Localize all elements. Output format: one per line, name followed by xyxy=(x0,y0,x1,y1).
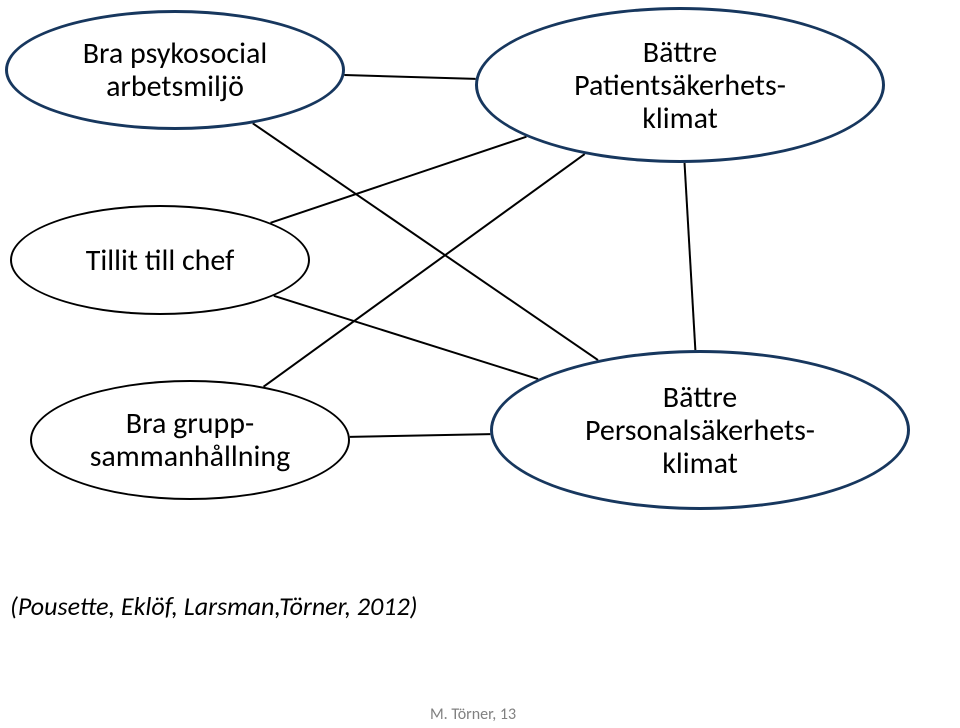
node-n2: Tillit till chef xyxy=(10,205,310,315)
node-n3: Bra grupp-sammanhållning xyxy=(30,380,350,500)
footer-text: M. Törner, 13 xyxy=(430,705,516,724)
edge-n1-n5 xyxy=(253,123,598,360)
node-label: BättrePatientsäkerhets-klimat xyxy=(574,36,786,135)
node-label: BättrePersonalsäkerhets-klimat xyxy=(585,381,815,480)
node-n5: BättrePersonalsäkerhets-klimat xyxy=(490,350,910,510)
edge-n1-n4 xyxy=(344,75,475,79)
edge-n3-n5 xyxy=(350,434,490,437)
node-n1: Bra psykosocialarbetsmiljö xyxy=(5,10,345,130)
node-n4: BättrePatientsäkerhets-klimat xyxy=(475,7,885,163)
citation-text: (Pousette, Eklöf, Larsman,Törner, 2012) xyxy=(10,590,418,622)
node-label: Bra psykosocialarbetsmiljö xyxy=(83,37,268,103)
edge-n3-n4 xyxy=(264,154,585,387)
edge-n2-n5 xyxy=(274,296,538,379)
node-label: Tillit till chef xyxy=(86,244,235,277)
edge-n2-n4 xyxy=(271,137,527,223)
edge-n4-n5 xyxy=(685,163,696,350)
node-label: Bra grupp-sammanhållning xyxy=(90,407,291,473)
